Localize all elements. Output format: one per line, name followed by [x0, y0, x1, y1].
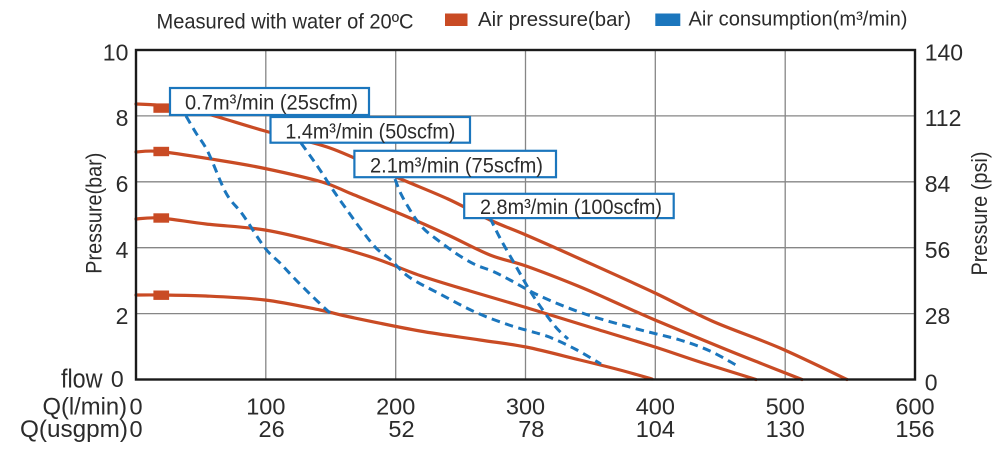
svg-text:52: 52: [388, 416, 414, 442]
svg-text:500: 500: [766, 394, 805, 420]
svg-text:26: 26: [259, 416, 285, 442]
svg-text:0.7m³/min (25scfm): 0.7m³/min (25scfm): [185, 91, 358, 115]
svg-text:400: 400: [636, 394, 675, 420]
svg-text:84: 84: [925, 171, 951, 197]
svg-text:Air consumption(m³/min): Air consumption(m³/min): [689, 8, 908, 31]
svg-text:78: 78: [518, 416, 544, 442]
svg-text:Measured with water of 20ºC: Measured with water of 20ºC: [157, 11, 414, 34]
svg-text:Q(l/min): Q(l/min): [43, 394, 128, 421]
svg-text:0: 0: [129, 416, 142, 442]
svg-text:156: 156: [895, 416, 934, 442]
svg-text:Pressure(bar): Pressure(bar): [81, 153, 106, 274]
svg-text:Q(usgpm): Q(usgpm): [20, 416, 128, 443]
svg-text:1.4m³/min (50scfm): 1.4m³/min (50scfm): [285, 120, 455, 144]
svg-text:10: 10: [103, 39, 129, 65]
svg-text:140: 140: [925, 39, 963, 65]
svg-text:200: 200: [376, 394, 415, 420]
svg-text:56: 56: [925, 237, 951, 263]
svg-text:flow: flow: [61, 366, 103, 394]
svg-text:2.1m³/min (75scfm): 2.1m³/min (75scfm): [370, 153, 543, 177]
svg-text:28: 28: [925, 303, 951, 329]
svg-text:104: 104: [636, 416, 675, 442]
svg-text:0: 0: [925, 369, 938, 395]
svg-text:112: 112: [925, 105, 962, 131]
svg-text:8: 8: [116, 105, 129, 131]
svg-text:2: 2: [116, 303, 129, 329]
svg-text:0: 0: [129, 394, 142, 420]
svg-text:300: 300: [506, 394, 545, 420]
svg-text:100: 100: [246, 394, 285, 420]
svg-text:130: 130: [766, 416, 805, 442]
svg-text:0: 0: [111, 366, 124, 392]
svg-text:6: 6: [116, 171, 129, 197]
svg-text:Air pressure(bar): Air pressure(bar): [478, 8, 631, 31]
svg-text:600: 600: [895, 394, 934, 420]
svg-text:4: 4: [116, 237, 129, 263]
svg-text:Pressure (psi): Pressure (psi): [967, 152, 992, 276]
svg-text:2.8m³/min (100scfm): 2.8m³/min (100scfm): [480, 195, 662, 219]
